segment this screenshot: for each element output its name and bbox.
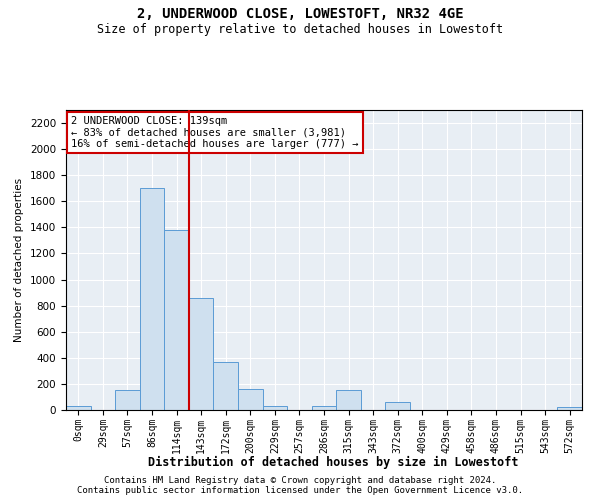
Text: Size of property relative to detached houses in Lowestoft: Size of property relative to detached ho… bbox=[97, 22, 503, 36]
Bar bbox=[115, 390, 140, 410]
Bar bbox=[312, 406, 336, 410]
Bar bbox=[214, 362, 238, 410]
Bar bbox=[238, 389, 263, 410]
Text: Contains public sector information licensed under the Open Government Licence v3: Contains public sector information licen… bbox=[77, 486, 523, 495]
Y-axis label: Number of detached properties: Number of detached properties bbox=[14, 178, 25, 342]
Bar bbox=[66, 406, 91, 410]
Text: Contains HM Land Registry data © Crown copyright and database right 2024.: Contains HM Land Registry data © Crown c… bbox=[104, 476, 496, 485]
Bar bbox=[164, 230, 189, 410]
Bar bbox=[189, 298, 214, 410]
Text: 2 UNDERWOOD CLOSE: 139sqm
← 83% of detached houses are smaller (3,981)
16% of se: 2 UNDERWOOD CLOSE: 139sqm ← 83% of detac… bbox=[71, 116, 359, 149]
Bar bbox=[557, 408, 582, 410]
Bar bbox=[263, 406, 287, 410]
Bar bbox=[336, 390, 361, 410]
Bar bbox=[140, 188, 164, 410]
Text: Distribution of detached houses by size in Lowestoft: Distribution of detached houses by size … bbox=[148, 456, 518, 469]
Text: 2, UNDERWOOD CLOSE, LOWESTOFT, NR32 4GE: 2, UNDERWOOD CLOSE, LOWESTOFT, NR32 4GE bbox=[137, 8, 463, 22]
Bar bbox=[385, 402, 410, 410]
